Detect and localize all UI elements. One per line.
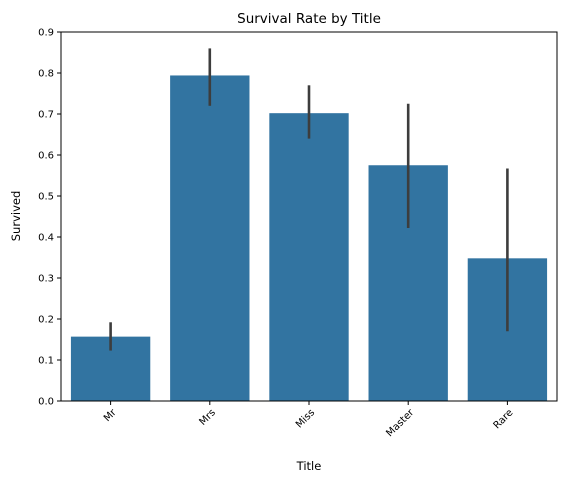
chart-title: Survival Rate by Title (237, 11, 381, 27)
y-tick-label: 0.5 (38, 192, 54, 203)
bar-miss (269, 113, 349, 402)
y-tick-label: 0.1 (38, 356, 54, 367)
x-tick-label-rare: Rare (492, 407, 516, 431)
x-tick-label-mrs: Mrs (197, 407, 217, 427)
y-tick-label: 0.0 (38, 397, 54, 408)
y-tick-label: 0.3 (38, 274, 54, 285)
y-tick-label: 0.8 (38, 69, 54, 80)
x-tick-label-mr: Mr (102, 407, 119, 424)
y-tick-label: 0.4 (38, 233, 54, 244)
x-tick-label-miss: Miss (294, 407, 317, 430)
y-tick-label: 0.7 (38, 110, 54, 121)
x-axis-label: Title (296, 459, 322, 473)
y-axis-label: Survived (9, 191, 23, 242)
y-tick-label: 0.2 (38, 315, 54, 326)
bar-mrs (170, 75, 250, 402)
y-tick-label: 0.9 (38, 28, 54, 39)
y-tick-label: 0.6 (38, 151, 54, 162)
x-tick-label-master: Master (384, 407, 417, 440)
